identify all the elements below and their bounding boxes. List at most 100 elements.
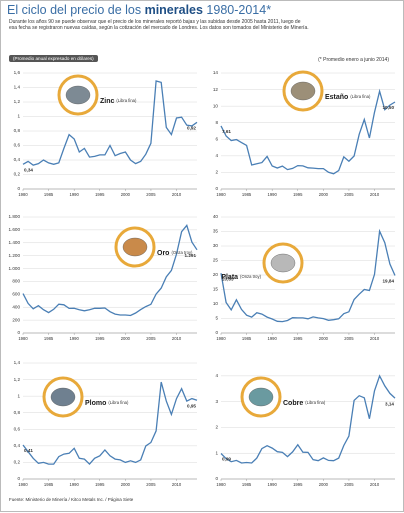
x-tick-label: 1990 bbox=[70, 192, 80, 197]
value-label: 19,84 bbox=[383, 279, 395, 284]
source: Fuente: Ministerio de Minería / Kitco Me… bbox=[9, 497, 134, 502]
mineral-name: Oro bbox=[157, 250, 169, 257]
mineral-label: Estaño (Libra fina) bbox=[325, 94, 371, 101]
x-tick-label: 2005 bbox=[146, 482, 156, 487]
price-line bbox=[22, 80, 198, 166]
x-tick-label: 2010 bbox=[172, 336, 182, 341]
value-label: 10,50 bbox=[383, 105, 395, 110]
mineral-unit: (Onza troy) bbox=[171, 250, 193, 255]
mineral-unit: (Libra fina) bbox=[305, 400, 326, 405]
x-tick-label: 2000 bbox=[319, 482, 329, 487]
y-tick-label: 800 bbox=[12, 279, 20, 284]
mineral-icon bbox=[248, 387, 274, 407]
y-tick-label: 40 bbox=[213, 214, 219, 219]
mineral-name: Plata bbox=[221, 274, 238, 281]
title: El ciclo del precio de los minerales 198… bbox=[7, 3, 271, 17]
value-label: 0,92 bbox=[187, 126, 196, 131]
y-tick-label: 10 bbox=[213, 301, 219, 306]
mineral-label: Oro (Onza troy) bbox=[157, 250, 193, 257]
x-tick-label: 1995 bbox=[95, 192, 105, 197]
y-tick-label: 14 bbox=[213, 70, 219, 75]
x-tick-label: 2000 bbox=[121, 192, 131, 197]
price-line bbox=[22, 224, 198, 317]
value-label: 0,41 bbox=[24, 448, 33, 453]
y-tick-label: 8 bbox=[215, 120, 218, 125]
x-tick-label: 2010 bbox=[370, 482, 380, 487]
value-label: 1.291 bbox=[185, 253, 197, 258]
y-tick-label: 1,4 bbox=[14, 360, 21, 365]
mineral-unit: (Onza troy) bbox=[240, 274, 262, 279]
y-tick-label: 0 bbox=[215, 186, 218, 191]
mineral-unit: (Libra fina) bbox=[350, 94, 371, 99]
mineral-icon bbox=[270, 253, 296, 273]
y-tick-label: 2 bbox=[215, 170, 218, 175]
y-tick-label: 0,4 bbox=[14, 443, 21, 448]
x-tick-label: 2010 bbox=[172, 192, 182, 197]
y-tick-label: 0 bbox=[215, 476, 218, 481]
y-tick-label: 1.000 bbox=[9, 266, 21, 271]
y-tick-label: 1,4 bbox=[14, 85, 21, 90]
x-tick-label: 1985 bbox=[242, 336, 252, 341]
mineral-label: Zinc (Libra fina) bbox=[100, 98, 137, 105]
price-line bbox=[22, 381, 198, 466]
mineral-label: Plomo (Libra fina) bbox=[85, 400, 129, 407]
x-tick-label: 1995 bbox=[293, 482, 303, 487]
y-tick-label: 1 bbox=[17, 393, 20, 398]
y-tick-label: 0,6 bbox=[14, 143, 21, 148]
y-tick-label: 0,6 bbox=[14, 427, 21, 432]
x-tick-label: 2005 bbox=[146, 192, 156, 197]
x-tick-label: 1980 bbox=[18, 336, 28, 341]
y-tick-label: 600 bbox=[12, 292, 20, 297]
x-tick-label: 1985 bbox=[242, 192, 252, 197]
value-label: 0,95 bbox=[187, 404, 196, 409]
y-tick-label: 2 bbox=[215, 425, 218, 430]
x-tick-label: 1990 bbox=[268, 482, 278, 487]
y-tick-label: 0 bbox=[17, 330, 20, 335]
y-tick-label: 4 bbox=[215, 153, 218, 158]
y-tick-label: 0 bbox=[17, 476, 20, 481]
y-tick-label: 1,2 bbox=[14, 99, 21, 104]
value-label: 0,34 bbox=[24, 168, 33, 173]
y-tick-label: 0,8 bbox=[14, 410, 21, 415]
x-tick-label: 2010 bbox=[172, 482, 182, 487]
y-tick-label: 35 bbox=[213, 229, 219, 234]
x-tick-label: 1985 bbox=[242, 482, 252, 487]
y-tick-label: 1,2 bbox=[14, 377, 21, 382]
x-tick-label: 2005 bbox=[344, 482, 354, 487]
x-tick-label: 1980 bbox=[216, 336, 226, 341]
x-tick-label: 2010 bbox=[370, 192, 380, 197]
mineral-unit: (Libra fina) bbox=[116, 98, 137, 103]
x-tick-label: 1980 bbox=[18, 482, 28, 487]
x-tick-label: 1990 bbox=[268, 192, 278, 197]
mineral-label: Cobre (Libra fina) bbox=[283, 400, 326, 407]
y-tick-label: 10 bbox=[213, 103, 219, 108]
y-tick-label: 1,6 bbox=[14, 70, 21, 75]
y-tick-label: 1.800 bbox=[9, 214, 21, 219]
x-tick-label: 1990 bbox=[268, 336, 278, 341]
mineral-name: Cobre bbox=[283, 400, 303, 407]
y-tick-label: 200 bbox=[12, 317, 20, 322]
x-tick-label: 2000 bbox=[121, 336, 131, 341]
x-tick-label: 1980 bbox=[216, 192, 226, 197]
x-tick-label: 2005 bbox=[344, 336, 354, 341]
note-right: (* Promedio enero a junio 2014) bbox=[318, 57, 389, 63]
y-tick-label: 0 bbox=[215, 330, 218, 335]
x-tick-label: 1990 bbox=[70, 482, 80, 487]
x-tick-label: 1990 bbox=[70, 336, 80, 341]
y-tick-label: 20 bbox=[213, 272, 219, 277]
y-tick-label: 5 bbox=[215, 316, 218, 321]
note-left: (Promedio anual expresado en dólares) bbox=[9, 55, 98, 62]
mineral-icon bbox=[290, 81, 316, 101]
y-tick-label: 1 bbox=[17, 114, 20, 119]
mineral-icon bbox=[50, 387, 76, 407]
y-tick-label: 0,8 bbox=[14, 128, 21, 133]
x-tick-label: 1980 bbox=[216, 482, 226, 487]
x-tick-label: 2010 bbox=[370, 336, 380, 341]
y-tick-label: 4 bbox=[215, 373, 218, 378]
x-tick-label: 1995 bbox=[95, 336, 105, 341]
y-tick-label: 0 bbox=[17, 186, 20, 191]
y-tick-label: 25 bbox=[213, 258, 219, 263]
mineral-icon bbox=[122, 237, 148, 257]
